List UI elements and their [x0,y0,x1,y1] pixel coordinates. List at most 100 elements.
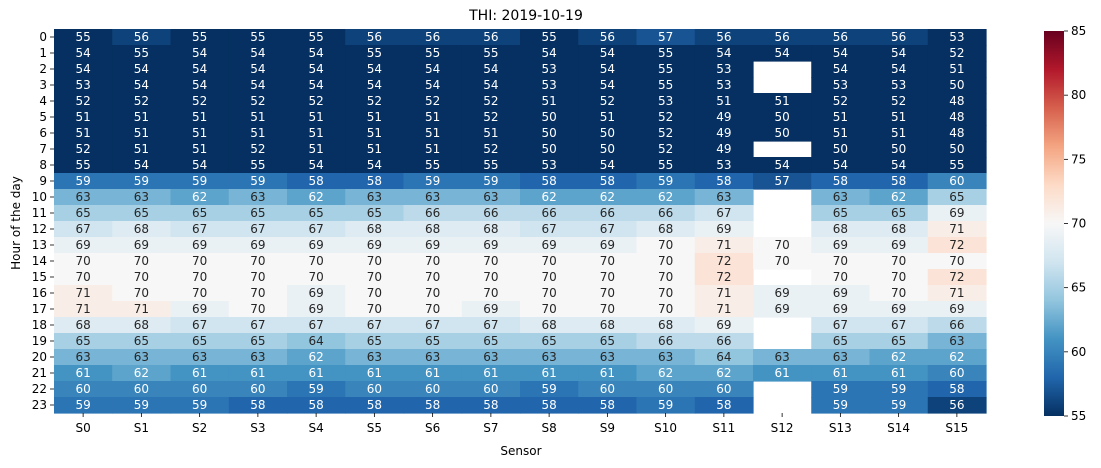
heatmap-cell [345,77,405,94]
heatmap-cell [403,365,463,382]
heatmap-cell [170,333,230,350]
cell-value-label: 70 [541,254,556,268]
heatmap-cell [753,253,812,270]
cell-value-label: 69 [891,302,906,316]
cell-value-label: 53 [833,78,848,92]
cell-value-label: 52 [833,94,848,108]
heatmap-cell [927,285,987,302]
cell-value-label: 72 [716,270,731,284]
heatmap-cell [694,141,754,158]
cell-value-label: 56 [949,398,964,412]
cell-value-label: 71 [134,302,149,316]
heatmap-cell [694,317,754,334]
cell-value-label: 55 [308,30,323,44]
cell-value-label: 52 [891,94,906,108]
heatmap-cell [228,253,288,270]
heatmap-cell [811,93,871,110]
cell-value-label: 50 [949,78,964,92]
cell-value-label: 55 [658,78,673,92]
heatmap-cell [461,61,521,78]
cell-value-label: 51 [425,110,440,124]
cell-value-label: 70 [250,302,265,316]
cell-value-label: 54 [192,158,207,172]
cell-value-label: 65 [833,206,848,220]
y-tick-label: 2 [39,62,47,76]
cell-value-label: 62 [891,190,906,204]
cell-value-label: 59 [483,174,498,188]
cell-value-label: 70 [833,270,848,284]
heatmap-cell [112,365,172,382]
cell-value-label: 67 [600,222,615,236]
heatmap-cell [287,189,346,206]
cell-value-label: 54 [891,46,906,60]
heatmap-cell [228,109,288,126]
y-tick-label: 15 [32,270,47,284]
cell-value-label: 70 [774,254,789,268]
colorbar [1044,31,1064,416]
colorbar-tick-label: 55 [1071,409,1086,423]
cell-value-label: 70 [192,254,207,268]
heatmap-cell [403,77,463,94]
heatmap-cell [927,77,987,94]
x-tick-label: S12 [771,421,794,435]
cell-value-label: 70 [134,286,149,300]
heatmap-cell [112,205,172,222]
heatmap-cell [461,157,521,174]
heatmap-cell [520,61,579,78]
cell-value-label: 68 [541,318,556,332]
cell-value-label: 59 [541,382,556,396]
colorbar-tick-label: 60 [1071,345,1086,359]
heatmap-cell [112,77,172,94]
cell-value-label: 53 [716,62,731,76]
heatmap-cell [403,109,463,126]
cell-value-label: 69 [833,286,848,300]
heatmap-cell [228,141,288,158]
heatmap-cell [869,253,929,270]
heatmap-cell [287,397,346,414]
heatmap-cell [811,269,871,286]
heatmap-cell [927,29,987,46]
heatmap-cell [520,93,579,110]
colorbar-tick-label: 85 [1071,24,1086,38]
heatmap-cell [287,141,346,158]
cell-value-label: 51 [192,126,207,140]
cell-value-label: 51 [891,110,906,124]
cell-value-label: 58 [949,382,964,396]
heatmap-cell [461,253,521,270]
y-tick-label: 21 [32,366,47,380]
cell-value-label: 67 [483,318,498,332]
heatmap-cell [578,61,638,78]
heatmap-cell [636,381,696,398]
heatmap-cell [578,237,638,254]
heatmap-cell [753,109,812,126]
cell-value-label: 54 [250,46,265,60]
cell-value-label: 69 [308,286,323,300]
heatmap-cell [170,29,230,46]
cell-value-label: 70 [134,254,149,268]
cell-value-label: 70 [75,254,90,268]
heatmap-cell-labels: 55 56 55 55 55 56 56 56 55 56 57 56 56 56 56 53 54 55 54 54… [75,30,964,412]
cell-value-label: 68 [600,318,615,332]
heatmap-cell [694,381,754,398]
heatmap-cell [869,141,929,158]
cell-value-label: 54 [483,78,498,92]
cell-value-label: 70 [367,302,382,316]
heatmap-cell [461,397,521,414]
heatmap-cell [578,381,638,398]
heatmap-cell [54,253,113,270]
heatmap-cell [520,237,579,254]
heatmap-cell [170,157,230,174]
heatmap-cell [811,237,871,254]
heatmap-cell [636,205,696,222]
heatmap-cell [345,237,405,254]
cell-value-label: 50 [541,126,556,140]
cell-value-label: 70 [541,286,556,300]
heatmap-cell [869,301,929,318]
cell-value-label: 54 [308,46,323,60]
heatmap-cell [170,221,230,238]
heatmap-cell [54,205,113,222]
heatmap-cell [578,109,638,126]
cell-value-label: 54 [308,158,323,172]
cell-value-label: 58 [425,398,440,412]
heatmap-cell [927,397,987,414]
